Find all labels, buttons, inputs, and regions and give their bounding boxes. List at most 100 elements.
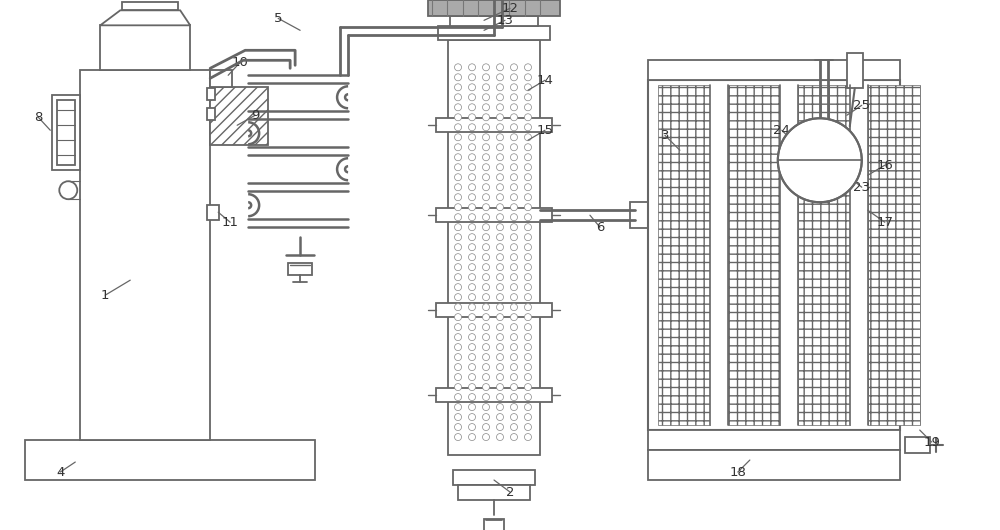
Bar <box>450 16 538 26</box>
Bar <box>780 85 798 425</box>
Text: 5: 5 <box>274 12 282 25</box>
Text: 8: 8 <box>34 111 42 124</box>
Circle shape <box>483 134 490 141</box>
Circle shape <box>497 413 503 421</box>
Circle shape <box>469 184 476 191</box>
Circle shape <box>483 64 490 71</box>
Circle shape <box>469 413 476 421</box>
Circle shape <box>469 214 476 220</box>
Circle shape <box>483 204 490 211</box>
Bar <box>436 388 552 402</box>
Text: 19: 19 <box>923 436 940 448</box>
Bar <box>436 303 552 317</box>
Circle shape <box>455 263 462 271</box>
Circle shape <box>497 124 503 131</box>
Circle shape <box>524 104 531 111</box>
Text: 10: 10 <box>232 56 249 69</box>
Circle shape <box>483 333 490 341</box>
Circle shape <box>469 273 476 281</box>
Circle shape <box>483 354 490 360</box>
Circle shape <box>510 194 517 201</box>
Circle shape <box>524 224 531 231</box>
Bar <box>207 108 215 120</box>
Circle shape <box>510 423 517 430</box>
Circle shape <box>510 114 517 121</box>
Circle shape <box>524 294 531 301</box>
Circle shape <box>524 154 531 161</box>
Bar <box>100 25 190 70</box>
Circle shape <box>469 164 476 171</box>
Circle shape <box>483 374 490 381</box>
Circle shape <box>524 263 531 271</box>
Bar <box>436 118 552 132</box>
Circle shape <box>483 124 490 131</box>
Text: 1: 1 <box>101 289 110 302</box>
Circle shape <box>524 413 531 421</box>
Circle shape <box>469 204 476 211</box>
Circle shape <box>524 84 531 91</box>
Circle shape <box>497 434 503 440</box>
Text: 3: 3 <box>661 129 669 142</box>
Circle shape <box>524 354 531 360</box>
Circle shape <box>455 214 462 220</box>
Circle shape <box>469 154 476 161</box>
Circle shape <box>497 154 503 161</box>
Circle shape <box>483 314 490 321</box>
Text: 13: 13 <box>496 14 513 27</box>
Circle shape <box>510 343 517 351</box>
Circle shape <box>469 423 476 430</box>
Circle shape <box>455 244 462 251</box>
Circle shape <box>524 114 531 121</box>
Circle shape <box>455 394 462 401</box>
Circle shape <box>483 94 490 101</box>
Bar <box>436 208 552 222</box>
Circle shape <box>483 304 490 311</box>
Circle shape <box>510 184 517 191</box>
Circle shape <box>483 164 490 171</box>
Circle shape <box>483 174 490 181</box>
Circle shape <box>483 394 490 401</box>
Circle shape <box>469 343 476 351</box>
Wedge shape <box>778 160 862 202</box>
Circle shape <box>455 154 462 161</box>
Circle shape <box>524 234 531 241</box>
Circle shape <box>455 374 462 381</box>
Circle shape <box>510 134 517 141</box>
Circle shape <box>483 423 490 430</box>
Circle shape <box>469 244 476 251</box>
Circle shape <box>455 354 462 360</box>
Circle shape <box>455 384 462 391</box>
Bar <box>847 54 863 89</box>
Circle shape <box>469 294 476 301</box>
Circle shape <box>510 244 517 251</box>
Circle shape <box>510 174 517 181</box>
Circle shape <box>497 174 503 181</box>
Circle shape <box>510 154 517 161</box>
Circle shape <box>483 284 490 290</box>
Circle shape <box>469 314 476 321</box>
Circle shape <box>455 423 462 430</box>
Circle shape <box>455 314 462 321</box>
Bar <box>207 205 219 220</box>
Circle shape <box>483 154 490 161</box>
Circle shape <box>524 144 531 151</box>
Circle shape <box>483 384 490 391</box>
Circle shape <box>510 354 517 360</box>
Circle shape <box>524 304 531 311</box>
Circle shape <box>455 234 462 241</box>
Bar <box>868 85 920 425</box>
Bar <box>648 80 900 430</box>
Circle shape <box>483 234 490 241</box>
Circle shape <box>497 354 503 360</box>
Circle shape <box>510 434 517 440</box>
Circle shape <box>510 413 517 421</box>
Circle shape <box>524 244 531 251</box>
Circle shape <box>455 164 462 171</box>
Circle shape <box>455 124 462 131</box>
Circle shape <box>497 364 503 370</box>
Circle shape <box>497 244 503 251</box>
Circle shape <box>524 64 531 71</box>
Circle shape <box>483 294 490 301</box>
Bar <box>207 89 215 100</box>
Circle shape <box>483 434 490 440</box>
